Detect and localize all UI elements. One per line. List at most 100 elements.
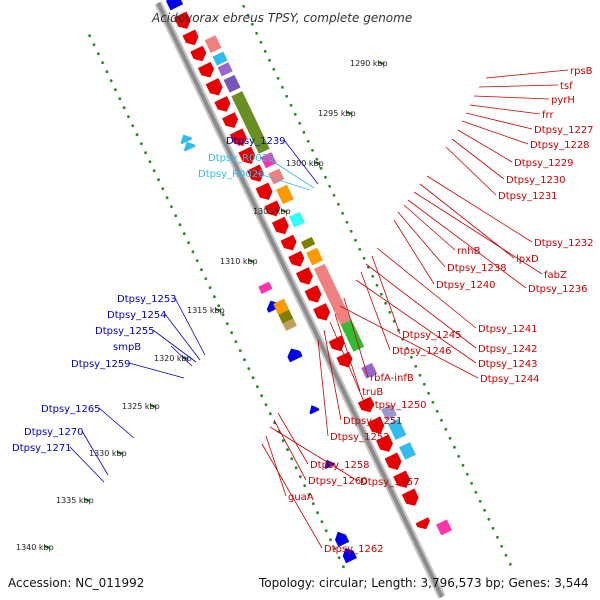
kbp-tick-label: 1300 kbp: [286, 159, 324, 168]
gene-feature: [190, 45, 207, 62]
gene-leader-line: [265, 156, 315, 189]
inner-dot-ring-dot: [118, 97, 122, 101]
outer-dot-ring-dot: [354, 238, 357, 242]
outer-dot-ring-dot: [293, 112, 297, 116]
outer-dot-ring-dot: [422, 382, 426, 386]
outer-dot-ring-dot: [289, 103, 293, 107]
gene-label-right: Dtpsy_1232: [534, 238, 594, 249]
outer-dot-ring-dot: [487, 517, 491, 521]
gene-leader-line: [365, 263, 477, 349]
gene-feature: [304, 285, 322, 303]
gene-leader-line: [334, 313, 361, 392]
outer-dot-ring-dot: [465, 472, 469, 476]
gene-feature: [289, 211, 305, 228]
gene-leader-line: [261, 443, 323, 549]
inner-dot-ring-dot: [178, 223, 182, 227]
gene-label-right: Dtpsy_1236: [528, 284, 588, 295]
gene-label-left: Dtpsy_1270: [24, 427, 84, 438]
outer-dot-ring-dot: [259, 40, 263, 44]
outer-dot-ring-dot: [427, 391, 430, 395]
gene-feature: [399, 442, 416, 460]
gene-leader-line: [403, 204, 456, 251]
gene-feature: [260, 152, 277, 169]
outer-dot-ring-dot: [483, 508, 486, 512]
gene-label-right: truB: [362, 387, 383, 398]
outer-dot-ring-dot: [298, 121, 301, 125]
backbone-layer: [154, 1, 446, 599]
kbp-tick-mark: [83, 498, 91, 502]
gene-leader-line: [393, 219, 435, 285]
gene-leader-line: [81, 430, 109, 476]
outer-dot-ring-dot: [341, 211, 344, 215]
gene-leader-line: [269, 426, 359, 482]
gene-leader-line: [407, 199, 527, 289]
outer-dot-ring-dot: [272, 67, 276, 71]
outer-dot-ring-dot: [453, 445, 456, 449]
gene-feature: [313, 303, 331, 321]
inner-dot-ring-dot: [264, 403, 268, 407]
gene-feature: [381, 404, 397, 421]
gene-feature: [376, 434, 393, 452]
gene-leader-line: [98, 407, 135, 439]
inner-dot-ring-dot: [170, 205, 173, 209]
gene-feature: [229, 128, 247, 146]
gene-feature: [173, 11, 191, 29]
gene-feature: [204, 35, 222, 53]
inner-dot-ring-dot: [165, 196, 169, 200]
inner-dot-ring-dot: [251, 376, 255, 380]
gene-leader-line: [465, 112, 533, 130]
inner-dot-ring-dot: [247, 367, 251, 371]
gene-feature: [288, 250, 305, 267]
inner-dot-ring-dot: [225, 322, 229, 326]
inner-dot-ring-dot: [281, 439, 285, 443]
outer-dot-ring-dot: [457, 454, 461, 458]
inner-dot-ring-dot: [135, 133, 139, 137]
gene-feature: [217, 62, 233, 77]
gene-label-layer: rpsB tsf pyrH frr Dtpsy_1227 Dtpsy_1228 Dtpsy_…: [12, 66, 594, 555]
outer-dot-ring-dot: [371, 274, 375, 278]
inner-dot-ring-dot: [191, 250, 195, 254]
gene-feature: [276, 184, 294, 205]
tick-layer: 1290 kbp 1295 kbp 1300 kbp 1305 kbp 1310 kbp…: [16, 59, 388, 552]
outer-dot-ring-dot: [388, 310, 392, 314]
kbp-tick-label: 1320 kbp: [154, 354, 192, 363]
gene-leader-line: [485, 69, 569, 79]
kbp-tick-mark: [345, 111, 353, 115]
outer-dot-ring-dot: [444, 427, 448, 431]
inner-dot-ring-dot: [243, 358, 246, 362]
gene-feature: [278, 309, 294, 324]
inner-dot-ring-dot: [217, 304, 221, 308]
inner-dot-ring-dot: [333, 547, 337, 551]
outer-dot-ring-dot: [448, 436, 452, 440]
outer-dot-ring-dot: [246, 13, 250, 17]
kbp-tick-mark: [116, 451, 124, 455]
gene-feature: [387, 418, 407, 440]
gene-leader-line: [426, 175, 533, 243]
gene-feature: [223, 74, 241, 93]
outer-dot-ring-dot: [311, 148, 314, 152]
gene-label-right: Dtpsy_1230: [506, 175, 566, 186]
gene-feature: [301, 236, 316, 250]
gene-feature: [340, 319, 365, 352]
gene-leader-line: [339, 305, 479, 379]
outer-dot-ring-dot: [315, 157, 319, 161]
gene-leader-line: [164, 313, 201, 361]
kbp-tick-mark: [313, 161, 321, 165]
kbp-tick-label: 1295 kbp: [318, 109, 356, 118]
inner-dot-ring-dot: [303, 484, 307, 488]
gene-label-right: Dtpsy_1246: [392, 346, 452, 357]
outer-dot-ring-dot: [263, 49, 267, 53]
inner-dot-ring-dot: [88, 34, 92, 38]
inner-dot-ring-dot: [139, 142, 143, 146]
gene-feature: [401, 488, 419, 506]
outer-dot-ring-dot: [332, 193, 336, 197]
outer-dot-ring-dot: [276, 76, 280, 80]
gene-leader-line: [128, 362, 185, 379]
outer-dot-ring-dot: [336, 202, 340, 206]
inner-dot-ring-dot: [101, 61, 104, 65]
outer-dot-ring-dot: [255, 31, 258, 35]
gene-leader-line: [371, 255, 401, 335]
inner-dot-ring-dot: [221, 313, 225, 317]
kbp-tick-label: 1315 kbp: [187, 306, 225, 315]
gene-leader-line: [355, 279, 477, 364]
